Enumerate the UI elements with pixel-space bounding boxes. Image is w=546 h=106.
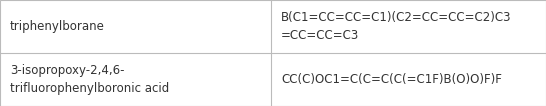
Text: B(C1=CC=CC=C1)(C2=CC=CC=C2)C3
=CC=CC=C3: B(C1=CC=CC=C1)(C2=CC=CC=C2)C3 =CC=CC=C3 [281, 11, 512, 42]
Text: triphenylborane: triphenylborane [10, 20, 105, 33]
Text: CC(C)OC1=C(C=C(C(=C1F)B(O)O)F)F: CC(C)OC1=C(C=C(C(=C1F)B(O)O)F)F [281, 73, 502, 86]
Text: 3-isopropoxy-2,4,6-
trifluorophenylboronic acid: 3-isopropoxy-2,4,6- trifluorophenylboron… [10, 64, 169, 95]
